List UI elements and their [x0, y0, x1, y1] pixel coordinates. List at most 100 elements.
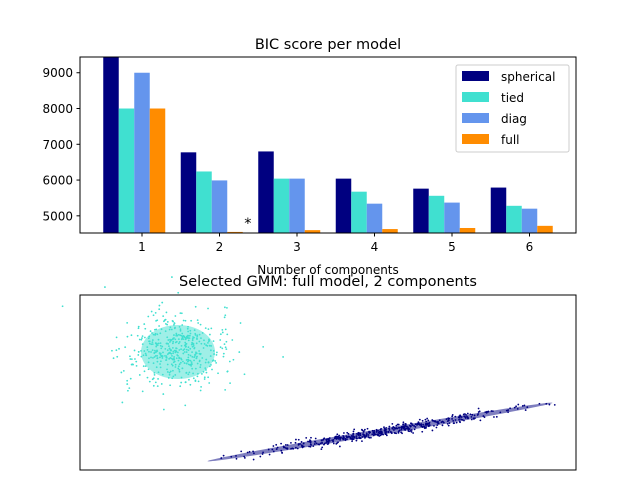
scatter-point — [196, 375, 199, 378]
scatter-point — [187, 337, 190, 340]
scatter-point — [203, 343, 206, 345]
scatter-point — [315, 442, 318, 445]
scatter-point — [187, 346, 190, 349]
scatter-point — [219, 333, 222, 336]
scatter-point — [200, 385, 202, 388]
scatter-point — [135, 360, 138, 363]
scatter-point — [174, 349, 177, 352]
scatter-point — [201, 357, 204, 359]
scatter-point — [164, 322, 167, 325]
scatter-point — [221, 347, 224, 350]
scatter-point — [166, 368, 168, 371]
scatter-point — [207, 361, 210, 364]
scatter-point — [385, 429, 387, 431]
legend-swatch-full — [462, 134, 489, 144]
scatter-point — [171, 364, 174, 367]
scatter-point — [513, 406, 516, 409]
scatter-point — [118, 347, 120, 350]
scatter-point — [204, 361, 207, 364]
scatter-point — [166, 363, 169, 366]
scatter-point — [435, 426, 438, 429]
scatter-point — [295, 438, 297, 441]
scatter-point — [162, 351, 164, 354]
scatter-point — [224, 314, 227, 317]
scatter-point — [383, 429, 386, 432]
scatter-point — [383, 426, 385, 429]
scatter-point — [189, 329, 192, 332]
scatter-point — [393, 429, 395, 431]
scatter-point — [169, 341, 171, 343]
scatter-point — [194, 367, 197, 370]
scatter-point — [194, 334, 197, 336]
scatter-point — [235, 457, 238, 460]
x-tick-label: 4 — [371, 240, 379, 254]
scatter-point — [178, 370, 181, 373]
scatter-point — [198, 333, 201, 336]
scatter-point — [156, 354, 159, 357]
scatter-point — [165, 359, 167, 362]
scatter-point — [400, 428, 403, 431]
bar-spherical-5 — [413, 188, 429, 233]
scatter-point — [171, 377, 174, 380]
scatter-point — [352, 432, 355, 435]
scatter-point — [222, 454, 225, 457]
scatter-point — [379, 432, 381, 434]
bic-chart-title: BIC score per model — [255, 37, 401, 53]
scatter-point — [365, 434, 368, 436]
scatter-point — [425, 427, 427, 429]
scatter-point — [451, 415, 454, 418]
scatter-point — [215, 354, 218, 356]
scatter-point — [187, 330, 190, 333]
scatter-point — [144, 365, 147, 368]
scatter-point — [166, 336, 169, 339]
bar-tied-6 — [506, 205, 522, 233]
scatter-point — [507, 411, 509, 414]
scatter-point — [307, 440, 309, 443]
scatter-point — [129, 377, 132, 380]
scatter-point — [196, 319, 199, 322]
bar-diag-6 — [521, 208, 538, 233]
scatter-point — [152, 333, 155, 336]
scatter-point — [154, 332, 157, 335]
scatter-point — [355, 435, 358, 438]
scatter-point — [177, 365, 180, 368]
scatter-point — [185, 351, 188, 353]
x-tick-label: 3 — [293, 240, 301, 254]
scatter-point — [424, 422, 427, 425]
scatter-point — [191, 342, 194, 345]
scatter-point — [179, 329, 182, 332]
scatter-point — [186, 327, 189, 330]
scatter-point — [301, 446, 304, 449]
scatter-point — [122, 369, 125, 372]
scatter-point — [223, 306, 226, 309]
scatter-point — [341, 437, 344, 440]
scatter-point — [129, 355, 131, 358]
scatter-point — [151, 343, 154, 346]
scatter-point — [190, 361, 193, 364]
scatter-point — [431, 429, 434, 432]
scatter-point — [175, 357, 178, 360]
scatter-point — [305, 436, 308, 439]
scatter-point — [154, 381, 157, 384]
scatter-point — [177, 342, 180, 345]
scatter-point — [142, 354, 145, 357]
scatter-point — [183, 344, 186, 347]
scatter-point — [145, 354, 148, 357]
scatter-point — [320, 439, 323, 442]
scatter-point — [297, 438, 300, 441]
scatter-point — [163, 320, 165, 323]
scatter-point — [351, 440, 353, 443]
scatter-point — [168, 357, 171, 360]
scatter-point — [173, 355, 176, 358]
scatter-point — [173, 324, 175, 326]
scatter-point — [189, 363, 192, 366]
scatter-point — [433, 424, 435, 427]
scatter-point — [226, 333, 229, 336]
scatter-point — [204, 327, 207, 330]
scatter-point — [230, 455, 233, 458]
scatter-point — [198, 360, 201, 363]
scatter-point — [314, 437, 317, 440]
scatter-point — [294, 441, 297, 444]
scatter-point — [464, 416, 467, 418]
scatter-point — [284, 443, 287, 446]
